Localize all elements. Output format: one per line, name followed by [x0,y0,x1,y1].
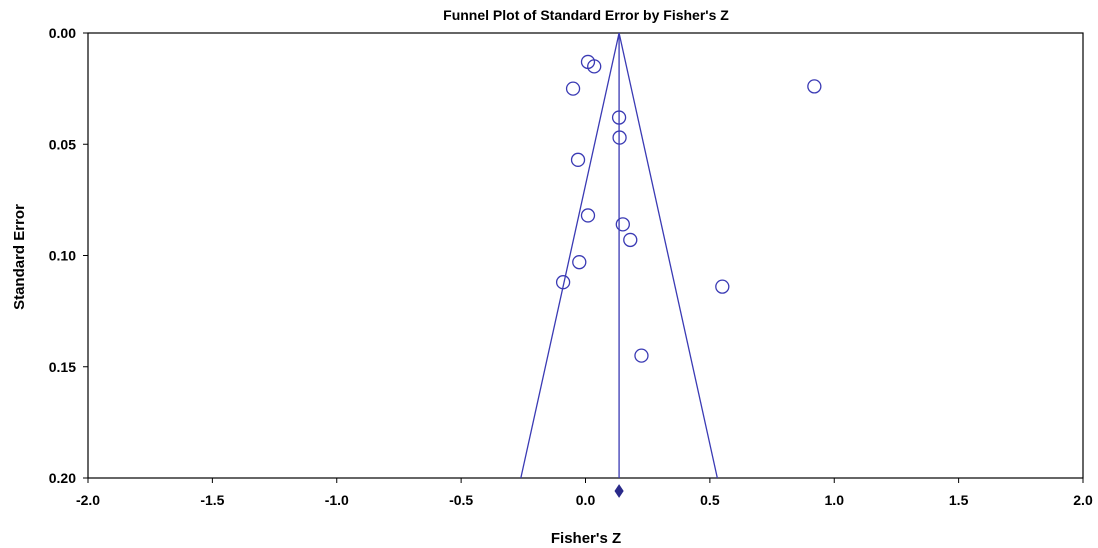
y-tick-label: 0.20 [49,470,76,486]
y-axis-label: Standard Error [11,204,28,310]
x-tick-label: 0.5 [700,492,720,508]
x-tick-label: 1.5 [949,492,969,508]
study-point [565,81,581,96]
funnel-left-line [520,32,620,479]
chart-title: Funnel Plot of Standard Error by Fisher'… [443,7,729,23]
x-tick-label: -1.5 [200,492,224,508]
study-point [555,275,571,290]
pooled-estimate-diamond [614,484,624,498]
x-tick-label: 0.0 [576,492,596,508]
study-point [715,279,730,294]
x-axis-label: Fisher's Z [551,530,621,547]
x-tick-label: -0.5 [449,492,473,508]
x-tick-label: 2.0 [1073,492,1093,508]
y-tick-label: 0.05 [49,136,76,152]
y-tick-label: 0.15 [49,359,76,375]
funnel-right-line [618,32,718,479]
study-point [570,152,586,167]
study-point [580,208,596,223]
study-point [572,255,587,270]
study-point [611,110,627,125]
x-tick-label: -1.0 [325,492,349,508]
study-point [615,217,630,232]
x-tick-label: 1.0 [825,492,845,508]
x-tick-label: -2.0 [76,492,100,508]
y-tick-label: 0.00 [49,25,76,41]
study-point [623,232,638,248]
study-point [634,348,649,363]
study-point [587,59,602,74]
plot-layer: -2.0 -1.5 -1.0 -0.5 0.0 0.5 1.0 1.5 2.0 0.00 0.05 0… [49,25,1093,508]
y-tick-label: 0.10 [49,248,76,264]
plot-frame [87,32,1084,479]
study-point [807,79,822,94]
study-point [612,130,627,145]
